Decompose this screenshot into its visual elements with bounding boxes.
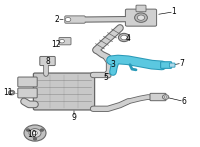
- FancyBboxPatch shape: [125, 9, 157, 26]
- Circle shape: [121, 35, 127, 40]
- Circle shape: [105, 74, 111, 78]
- Circle shape: [164, 96, 167, 98]
- Text: 4: 4: [126, 34, 130, 43]
- Text: 10: 10: [27, 130, 37, 139]
- FancyBboxPatch shape: [33, 73, 95, 110]
- FancyBboxPatch shape: [136, 5, 146, 12]
- Text: 9: 9: [72, 113, 76, 122]
- FancyBboxPatch shape: [59, 37, 71, 45]
- Text: 12: 12: [51, 40, 61, 49]
- FancyBboxPatch shape: [65, 16, 85, 23]
- Circle shape: [41, 129, 43, 131]
- Circle shape: [27, 129, 29, 131]
- Text: 3: 3: [111, 60, 115, 69]
- FancyBboxPatch shape: [161, 62, 172, 68]
- Circle shape: [29, 129, 41, 137]
- FancyBboxPatch shape: [18, 88, 37, 98]
- Circle shape: [65, 17, 71, 22]
- Circle shape: [118, 33, 130, 42]
- FancyBboxPatch shape: [150, 93, 166, 101]
- Text: 1: 1: [172, 7, 176, 16]
- FancyBboxPatch shape: [40, 56, 55, 66]
- Circle shape: [33, 131, 37, 135]
- Circle shape: [10, 92, 13, 94]
- Text: 7: 7: [180, 59, 184, 68]
- Text: 5: 5: [104, 73, 108, 82]
- Text: 6: 6: [182, 97, 186, 106]
- FancyBboxPatch shape: [169, 63, 175, 67]
- Circle shape: [162, 95, 169, 99]
- FancyBboxPatch shape: [18, 77, 37, 87]
- Circle shape: [137, 15, 145, 20]
- Circle shape: [24, 125, 46, 141]
- Circle shape: [8, 90, 15, 95]
- Text: 2: 2: [55, 15, 59, 24]
- Circle shape: [34, 138, 36, 140]
- Circle shape: [60, 39, 64, 43]
- Text: 8: 8: [46, 57, 50, 66]
- Text: 11: 11: [3, 88, 13, 97]
- Circle shape: [135, 13, 147, 22]
